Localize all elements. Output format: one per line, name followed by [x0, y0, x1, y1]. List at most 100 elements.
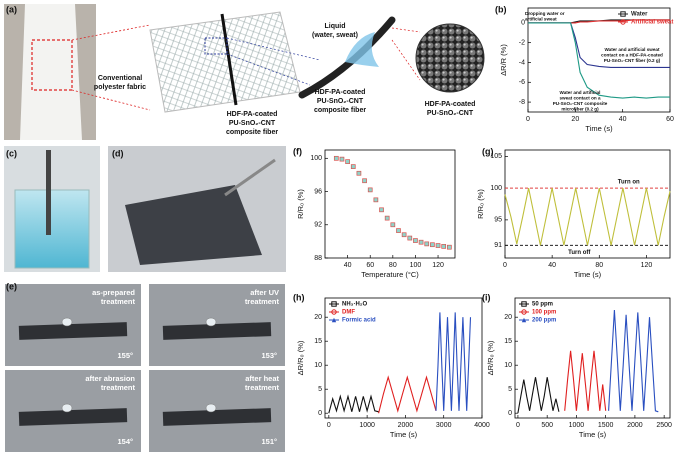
x-tick-label: 20	[571, 116, 579, 123]
contact-angle: 155°	[117, 351, 133, 360]
panel-label: (b)	[495, 4, 507, 14]
data-point	[407, 235, 413, 241]
y-tick-label: 5	[318, 386, 322, 393]
legend-label: 100 ppm	[532, 310, 556, 316]
annotation: PU-SnO₂-CNT composite	[553, 101, 608, 106]
y-tick-label: -4	[519, 59, 525, 66]
treatment-label: after heat	[245, 374, 279, 383]
contact-angle: 153°	[261, 351, 277, 360]
y-tick-label: 96	[314, 188, 322, 195]
fabric-strip	[18, 322, 128, 340]
data-point	[390, 222, 396, 228]
plot-frame	[514, 297, 671, 419]
y-tick-label: 15	[504, 338, 512, 345]
data-point	[418, 239, 424, 245]
zoom-box	[31, 39, 73, 91]
legend-marker	[521, 301, 527, 307]
x-tick-label: 60	[666, 116, 674, 123]
data-point	[350, 164, 356, 169]
legend-marker	[331, 309, 337, 315]
zoom-lines	[391, 27, 421, 81]
data-point	[413, 238, 418, 243]
data-point	[446, 244, 452, 250]
y-tick-label: -2	[519, 40, 525, 47]
legend-label: Formic acid	[342, 318, 376, 324]
x-tick-label: 2000	[627, 422, 643, 429]
y-tick-label: 92	[314, 222, 322, 229]
y-tick-label: 0	[318, 410, 322, 417]
legend-label: Water	[631, 12, 648, 18]
schematic-label: Liquid	[325, 23, 346, 30]
fabric-sleeve	[20, 4, 82, 140]
x-tick-label: 100	[410, 262, 422, 269]
plot-frame	[324, 149, 456, 259]
schematic-label: Conventional	[98, 75, 142, 82]
y-tick-label: 105	[490, 153, 502, 160]
dark-fabric	[125, 185, 262, 265]
schematic-label: PU-SnO₂-CNT	[229, 120, 276, 127]
data-point	[430, 242, 435, 248]
legend-marker	[521, 309, 527, 315]
schematic-label: PU-SnO₂-CNT	[317, 98, 364, 105]
single-fiber	[298, 16, 396, 99]
y-tick-label: 20	[314, 314, 322, 321]
legend-label: 200 ppm	[532, 318, 556, 324]
droplet	[205, 317, 217, 327]
y-tick-label: 100	[310, 155, 322, 162]
data-line	[608, 309, 659, 413]
data-point	[345, 159, 350, 164]
droplet	[61, 403, 73, 413]
x-tick-label: 120	[641, 262, 653, 269]
data-point	[339, 156, 345, 162]
schematic-label: polyester fabric	[94, 84, 146, 91]
legend-marker	[620, 19, 626, 25]
treatment-label: after abrasion	[85, 374, 135, 383]
data-point	[362, 178, 367, 184]
x-axis-label: Time (s)	[585, 124, 613, 133]
data-line	[328, 394, 379, 414]
y-tick-label: 15	[314, 338, 322, 345]
schematic-label: HDF-PA-coated	[315, 89, 366, 96]
data-line	[517, 377, 560, 414]
x-tick-label: 4000	[474, 422, 490, 429]
data-point	[379, 207, 384, 213]
x-tick-label: 60	[366, 262, 374, 269]
zoom-lines	[71, 24, 151, 111]
x-tick-label: 0	[516, 422, 520, 429]
data-point	[401, 232, 407, 238]
zoom-lines	[226, 37, 321, 86]
fabric-strip	[162, 322, 272, 340]
tweezers	[46, 150, 51, 235]
x-axis-label: Time (s)	[579, 430, 607, 439]
schematic-label: (water, sweat)	[312, 32, 358, 39]
x-tick-label: 3000	[436, 422, 452, 429]
plot-frame	[527, 7, 671, 113]
x-tick-label: 120	[432, 262, 444, 269]
fabric-strip	[162, 408, 272, 426]
y-tick-label: 95	[494, 217, 502, 224]
y-tick-label: 5	[508, 386, 512, 393]
schematic-label: HDF-PA-coated	[227, 111, 278, 118]
y-tick-label: -8	[519, 99, 525, 106]
y-tick-label: 10	[504, 362, 512, 369]
annotation: microfiber (0.2 g)	[561, 107, 599, 112]
data-point	[367, 187, 373, 193]
x-axis-label: Time (s)	[390, 430, 418, 439]
droplet	[61, 317, 73, 327]
data-line	[378, 375, 437, 414]
y-axis-label: ΔR/R₀ (%)	[296, 340, 305, 375]
legend-label: 50 ppm	[532, 302, 553, 308]
y-axis-label: ΔR/R (%)	[499, 44, 508, 76]
y-axis-label: ΔR/R₀ (%)	[486, 340, 495, 375]
x-axis-label: Time (s)	[574, 270, 602, 279]
schematic-label: composite fiber	[226, 129, 278, 136]
x-tick-label: 0	[327, 422, 331, 429]
y-tick-label: -6	[519, 79, 525, 86]
annotation: Water and artificial sweat	[605, 47, 660, 52]
data-point	[384, 215, 390, 221]
x-tick-label: 40	[548, 262, 556, 269]
x-tick-label: 500	[541, 422, 553, 429]
annotation: Dropping water or	[525, 11, 565, 16]
legend-label: Artificial sweat	[631, 20, 673, 26]
